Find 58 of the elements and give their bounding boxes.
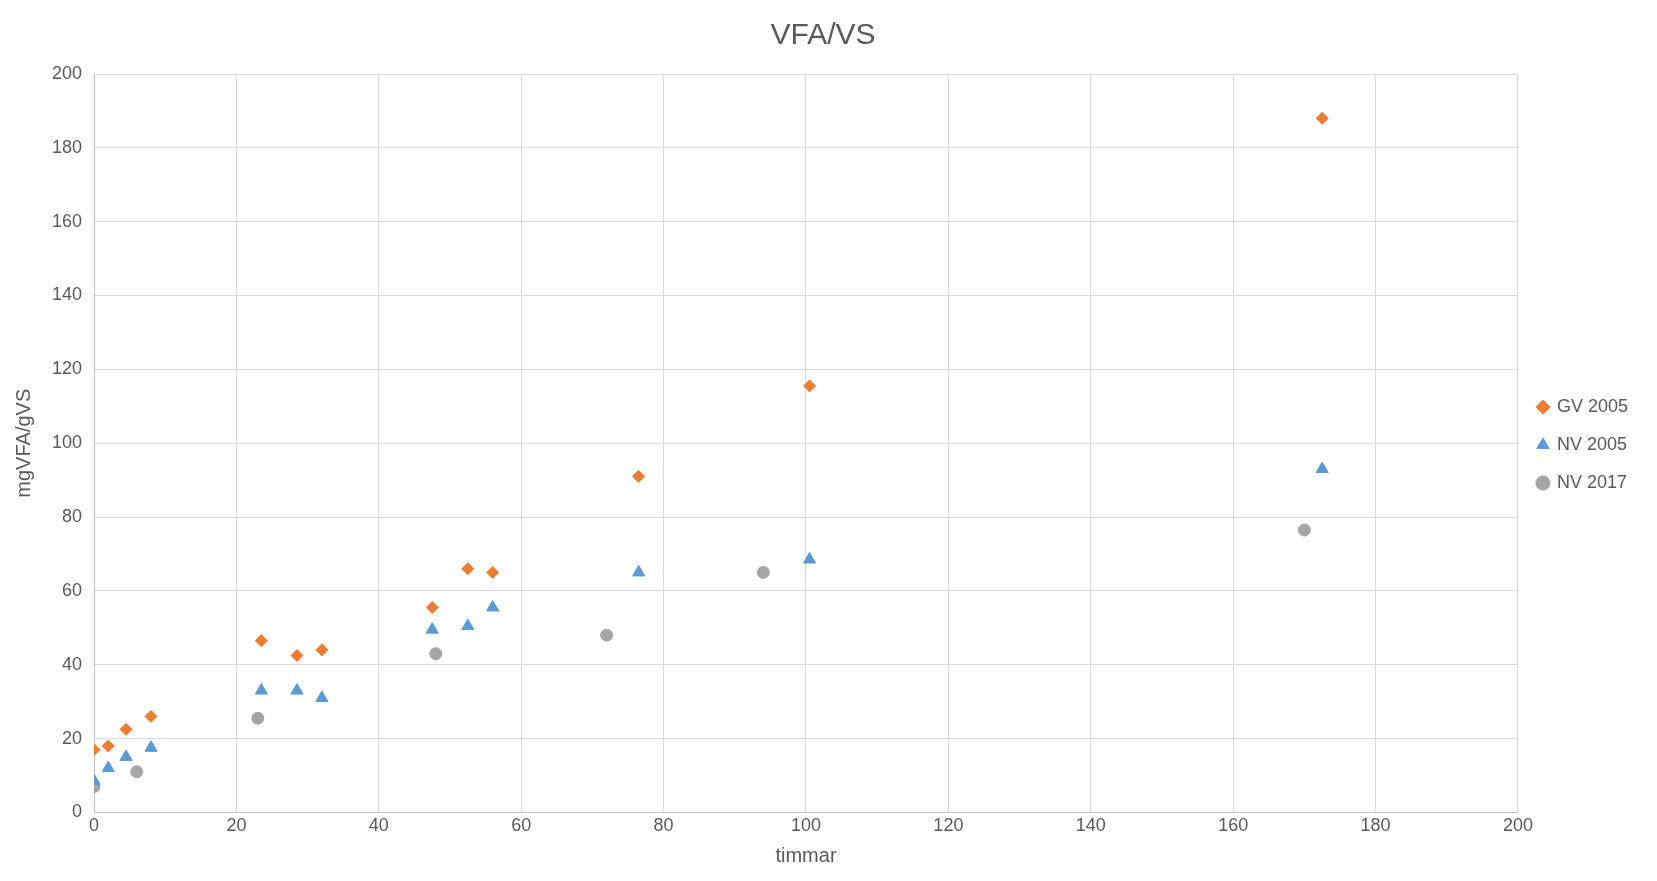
x-tick-label: 160 [1218, 815, 1249, 836]
point [1315, 111, 1329, 125]
y-tick-label: 100 [51, 432, 83, 453]
point [802, 552, 817, 564]
point [119, 722, 133, 736]
chart-title: VFA/VS [770, 17, 876, 51]
point [130, 765, 144, 779]
x-tick-label: 140 [1075, 815, 1106, 836]
y-tick-label: 80 [62, 506, 83, 527]
y-tick-label: 160 [51, 210, 83, 231]
point [315, 690, 329, 702]
x-tick-label: 200 [1502, 815, 1533, 836]
point [315, 643, 329, 657]
x-tick-label: 180 [1360, 815, 1391, 836]
legend-label: NV 2005 [1556, 433, 1628, 454]
x-tick-label: 40 [368, 815, 389, 836]
point [461, 562, 475, 576]
point [254, 683, 268, 695]
point [486, 565, 500, 579]
point [119, 749, 133, 762]
point [1297, 523, 1311, 537]
point [251, 711, 265, 725]
point [290, 648, 304, 662]
y-tick-label: 140 [51, 284, 83, 305]
y-tick-label: 20 [62, 727, 83, 748]
y-tick-label: 0 [72, 801, 83, 822]
x-axis-title: timmar [775, 843, 837, 866]
y-tick-label: 40 [62, 653, 83, 674]
point [254, 634, 268, 648]
y-tick-label: 200 [51, 62, 83, 83]
x-tick-label: 80 [653, 815, 674, 836]
x-tick-label: 100 [790, 815, 822, 836]
point [429, 647, 443, 661]
x-tick-label: 120 [933, 815, 964, 836]
point [425, 622, 439, 634]
point [144, 709, 158, 723]
point [486, 599, 500, 612]
point [101, 739, 115, 753]
legend-label: GV 2005 [1556, 395, 1629, 416]
point [632, 469, 646, 483]
point [101, 760, 115, 773]
point [803, 379, 817, 393]
x-tick-label: 20 [226, 815, 247, 836]
y-tick-label: 60 [62, 579, 83, 600]
y-axis-title: mgVFA/gVS [11, 388, 34, 498]
y-tick-label: 120 [51, 358, 83, 379]
point [1315, 461, 1329, 474]
point [461, 618, 475, 630]
x-tick-label: 60 [511, 815, 532, 836]
point [600, 628, 614, 642]
point [756, 565, 770, 579]
point [632, 564, 646, 577]
point [425, 600, 439, 614]
y-tick-label: 180 [51, 136, 83, 157]
x-tick-label: 0 [89, 815, 100, 836]
legend-label: NV 2017 [1556, 471, 1628, 492]
point [290, 683, 304, 695]
point [144, 740, 158, 752]
